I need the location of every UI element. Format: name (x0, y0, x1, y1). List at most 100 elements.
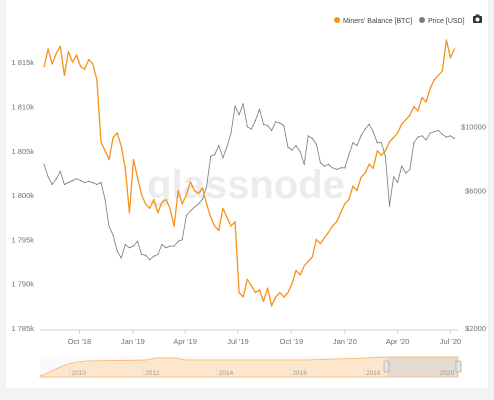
navigator-handle-left[interactable] (383, 360, 390, 373)
data-point-price (108, 226, 110, 228)
data-point-price (234, 105, 236, 107)
data-point-miners-balance (279, 292, 281, 294)
data-point-price (405, 172, 407, 174)
data-point-price (336, 168, 338, 171)
data-point-price (388, 205, 391, 207)
data-point-miners-balance (311, 256, 313, 258)
y-left-tick-label: 1 815k (11, 58, 34, 67)
data-point-miners-balance (136, 176, 139, 178)
data-point-price (120, 257, 122, 259)
data-point-price (279, 122, 281, 124)
data-point-price (291, 149, 293, 151)
data-point-price (149, 259, 151, 261)
data-point-miners-balance (128, 212, 130, 214)
data-point-miners-balance (372, 167, 374, 170)
data-point-miners-balance (51, 63, 53, 65)
data-point-miners-balance (218, 229, 220, 232)
data-point-miners-balance (441, 70, 443, 72)
legend-swatch-miners-balance (334, 17, 340, 23)
data-point-miners-balance (303, 265, 305, 267)
data-point-miners-balance (132, 159, 135, 161)
data-point-miners-balance (368, 163, 370, 165)
data-point-price (169, 245, 171, 247)
data-point-price (250, 128, 252, 130)
data-point-price (262, 123, 265, 125)
data-point-price (210, 155, 212, 157)
navigator-handle-right[interactable] (455, 360, 462, 373)
data-point-miners-balance (433, 79, 435, 81)
data-point-miners-balance (173, 225, 175, 227)
watermark: glassnode (147, 163, 345, 207)
data-point-price (214, 154, 216, 156)
chart-card: glassnode Miners' Balance [BTC] Price [U… (6, 0, 488, 388)
legend-label-miners-balance[interactable]: Miners' Balance [BTC] (343, 18, 412, 25)
data-point-price (193, 206, 195, 208)
data-point-price (242, 103, 244, 105)
navigator-tick-label: 2020 (440, 370, 455, 377)
data-point-miners-balance (149, 207, 151, 209)
x-tick-label: Apr '20 (386, 337, 410, 346)
data-point-price (116, 250, 118, 252)
data-point-price (185, 215, 187, 217)
data-point-miners-balance (226, 216, 228, 218)
legend[interactable]: Miners' Balance [BTC] Price [USD] (334, 17, 465, 25)
data-point-price (96, 183, 98, 186)
data-point-miners-balance (108, 159, 110, 161)
data-point-miners-balance (193, 190, 195, 192)
data-point-price (311, 137, 313, 140)
data-point-price (344, 167, 346, 169)
data-point-miners-balance (55, 52, 57, 54)
data-point-miners-balance (267, 287, 269, 289)
data-point-price (332, 167, 334, 169)
data-point-price (425, 139, 427, 141)
data-point-miners-balance (287, 292, 289, 294)
data-point-price (372, 131, 374, 133)
data-point-miners-balance (185, 194, 187, 196)
data-point-miners-balance (47, 48, 49, 50)
data-point-miners-balance (380, 154, 382, 156)
navigator-tick-label: 2010 (71, 370, 86, 377)
data-point-price (128, 247, 130, 249)
data-point-price (63, 183, 65, 186)
legend-label-price[interactable]: Price [USD] (428, 18, 465, 25)
data-point-miners-balance (214, 225, 216, 227)
data-point-price (47, 176, 49, 178)
y-left-tick-label: 1 795k (11, 235, 34, 244)
data-point-price (352, 142, 354, 144)
data-point-price (283, 124, 285, 127)
y-left-axis: 1 785k 1 790k 1 795k 1 800k 1 805k 1 810k 1 81… (11, 58, 34, 333)
data-point-price (202, 198, 204, 200)
data-point-miners-balance (116, 132, 118, 134)
series-layer (43, 39, 456, 307)
data-point-price (165, 247, 167, 249)
data-point-price (100, 181, 102, 184)
data-point-price (145, 254, 147, 256)
camera-icon[interactable] (473, 14, 482, 24)
data-point-miners-balance (206, 203, 208, 205)
data-point-miners-balance (258, 289, 261, 291)
data-point-miners-balance (141, 194, 143, 196)
data-point-miners-balance (397, 132, 399, 134)
data-point-miners-balance (356, 190, 358, 192)
data-point-miners-balance (104, 150, 106, 152)
navigator-selection[interactable] (387, 357, 458, 377)
data-point-miners-balance (413, 105, 415, 108)
data-point-miners-balance (291, 283, 293, 285)
data-point-miners-balance (59, 45, 61, 47)
data-point-price (409, 168, 411, 171)
data-point-miners-balance (307, 260, 309, 263)
data-point-miners-balance (437, 74, 439, 76)
navigator[interactable]: 2010 2012 2014 2016 2018 2020 (39, 356, 462, 378)
data-point-miners-balance (421, 97, 423, 99)
data-point-price (55, 178, 57, 180)
data-point-miners-balance (299, 274, 301, 276)
data-point-miners-balance (76, 54, 78, 56)
data-point-price (393, 176, 395, 178)
data-point-price (59, 170, 61, 172)
y-right-axis: $2000 $6000 $10000 (461, 123, 486, 333)
data-point-miners-balance (120, 145, 122, 147)
data-point-miners-balance (283, 296, 285, 298)
chart: glassnode Miners' Balance [BTC] Price [U… (11, 14, 486, 378)
data-point-miners-balance (202, 187, 204, 189)
data-point-miners-balance (88, 58, 90, 61)
